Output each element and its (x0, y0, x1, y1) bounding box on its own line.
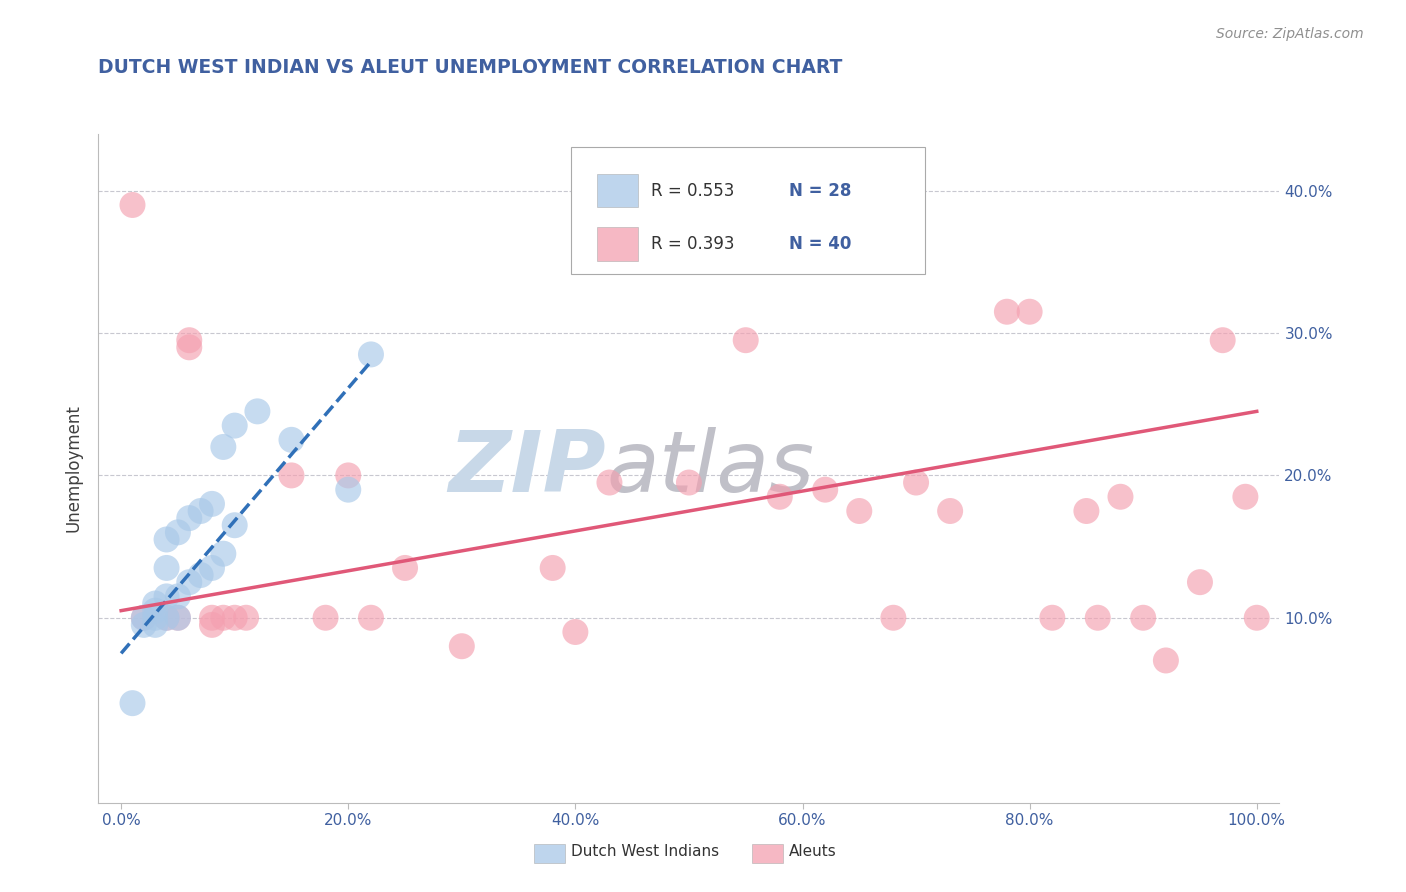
Point (769, 490, 792, 504)
Point (1076, 504, 1098, 518)
Text: R = 0.393: R = 0.393 (651, 235, 735, 253)
Point (132, 611, 155, 625)
Point (167, 611, 190, 625)
Point (1087, 611, 1109, 625)
Point (734, 333, 756, 347)
Y-axis label: Unemployment: Unemployment (65, 404, 83, 533)
Point (201, 611, 224, 625)
Point (450, 639, 472, 653)
Point (280, 468, 302, 483)
Point (1246, 611, 1268, 625)
Point (564, 625, 586, 640)
Text: R = 0.553: R = 0.553 (651, 182, 734, 200)
Point (995, 304, 1018, 318)
Point (167, 611, 190, 625)
Point (1234, 490, 1257, 504)
Point (1212, 333, 1234, 347)
Point (1132, 611, 1154, 625)
Point (132, 611, 155, 625)
Point (190, 568, 212, 582)
Point (224, 611, 246, 625)
Point (143, 611, 166, 625)
Point (337, 483, 360, 497)
Text: Dutch West Indians: Dutch West Indians (571, 845, 718, 859)
Point (905, 475, 928, 490)
Point (337, 468, 360, 483)
Point (155, 611, 177, 625)
Point (814, 483, 837, 497)
Point (224, 518, 246, 533)
Point (212, 611, 235, 625)
Text: Aleuts: Aleuts (789, 845, 837, 859)
Point (394, 561, 416, 575)
Point (1018, 304, 1040, 318)
Point (212, 547, 235, 561)
Point (179, 575, 201, 590)
Point (1188, 575, 1211, 590)
Point (939, 504, 962, 518)
Text: Source: ZipAtlas.com: Source: ZipAtlas.com (1216, 27, 1364, 41)
Point (179, 340, 201, 354)
Point (678, 475, 700, 490)
Point (201, 561, 224, 575)
Point (848, 504, 870, 518)
Point (143, 604, 166, 618)
Point (360, 347, 382, 361)
Point (121, 696, 143, 710)
Point (212, 440, 235, 454)
Point (598, 475, 620, 490)
Point (280, 433, 302, 447)
Point (246, 404, 269, 418)
Text: ZIP: ZIP (449, 426, 606, 510)
Point (155, 561, 177, 575)
Point (132, 618, 155, 632)
Point (1040, 611, 1063, 625)
Point (143, 597, 166, 611)
Point (190, 504, 212, 518)
Point (235, 611, 257, 625)
FancyBboxPatch shape (571, 147, 925, 275)
Point (155, 533, 177, 547)
Point (167, 590, 190, 604)
FancyBboxPatch shape (596, 227, 638, 261)
Point (201, 618, 224, 632)
FancyBboxPatch shape (596, 174, 638, 208)
Point (201, 497, 224, 511)
Point (541, 561, 564, 575)
Point (167, 525, 190, 540)
Point (155, 611, 177, 625)
Point (143, 618, 166, 632)
Point (1154, 653, 1177, 667)
Point (121, 198, 143, 212)
Text: DUTCH WEST INDIAN VS ALEUT UNEMPLOYMENT CORRELATION CHART: DUTCH WEST INDIAN VS ALEUT UNEMPLOYMENT … (98, 58, 842, 77)
Point (179, 511, 201, 525)
Point (155, 590, 177, 604)
Point (882, 611, 904, 625)
Text: N = 28: N = 28 (789, 182, 852, 200)
Text: atlas: atlas (606, 426, 814, 510)
Text: N = 40: N = 40 (789, 235, 852, 253)
Point (1109, 490, 1132, 504)
Point (360, 611, 382, 625)
Point (315, 611, 337, 625)
Point (179, 333, 201, 347)
Point (224, 418, 246, 433)
